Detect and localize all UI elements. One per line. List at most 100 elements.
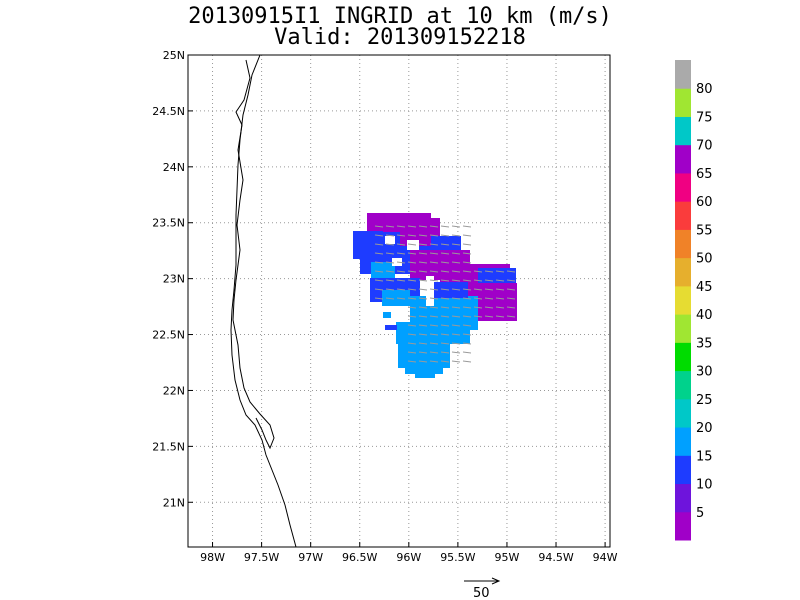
colorbar-label: 70 [696, 139, 713, 154]
y-tick-label: 22.5N [152, 329, 185, 342]
wind-vector-arrow [506, 315, 516, 318]
wind-speed-cell [385, 325, 397, 330]
wind-vector-arrow [407, 252, 417, 255]
wind-vector-arrow [374, 279, 384, 282]
colorbar-swatch [675, 172, 691, 202]
wind-vector-arrow [429, 270, 439, 273]
x-tick-label: 94W [593, 551, 618, 564]
wind-vector-arrow [407, 360, 417, 363]
wind-vector-arrow [440, 315, 450, 318]
wind-vector-arrow [407, 225, 417, 228]
wind-vector-arrow [440, 279, 450, 282]
wind-vector-arrow [407, 351, 417, 354]
wind-vector-arrow [451, 333, 461, 336]
wind-vector-arrow [429, 360, 439, 363]
wind-vector-arrow [462, 306, 472, 309]
wind-vector-arrow [418, 243, 428, 246]
wind-vector-arrow [495, 279, 505, 282]
wind-vector-arrow [462, 225, 472, 228]
wind-vector-arrow [429, 252, 439, 255]
wind-vector-arrow [396, 225, 406, 228]
y-tick-label: 24N [163, 161, 185, 174]
reference-vector-label: 50 [473, 586, 490, 600]
wind-vector-arrow [484, 279, 494, 282]
wind-vector-arrow [451, 252, 461, 255]
wind-vector-arrow [418, 306, 428, 309]
wind-vector-arrow [484, 297, 494, 300]
wind-vector-arrow [440, 360, 450, 363]
colorbar-label: 75 [696, 110, 713, 125]
wind-vector-arrow [429, 333, 439, 336]
wind-vector-arrow [462, 270, 472, 273]
colorbar-label: 30 [696, 365, 713, 380]
wind-vector-arrow [506, 288, 516, 291]
wind-vector-arrow [462, 243, 472, 246]
colorbar-swatch [675, 427, 691, 456]
reference-arrow-head [491, 577, 501, 585]
missing-data-cell [426, 276, 434, 306]
wind-vector-arrow [451, 288, 461, 291]
wind-vector-arrow [451, 351, 461, 354]
wind-vector-arrow [473, 297, 483, 300]
wind-vector-arrow [374, 297, 384, 300]
y-tick-label: 23.5N [152, 217, 185, 230]
wind-speed-cell [383, 312, 391, 318]
wind-vector-arrow [473, 270, 483, 273]
wind-vector-arrow [440, 306, 450, 309]
wind-vector-arrow [418, 288, 428, 291]
wind-vector-arrow [407, 234, 417, 237]
wind-vector-arrow [473, 306, 483, 309]
wind-vector-arrow [385, 279, 395, 282]
wind-vector-arrow [407, 333, 417, 336]
y-tick-label: 24.5N [152, 105, 185, 118]
wind-vector-arrow [462, 351, 472, 354]
wind-vector-arrow [374, 270, 384, 273]
wind-vector-arrow [495, 270, 505, 273]
colorbar-label: 50 [696, 252, 713, 267]
wind-vector-arrow [495, 306, 505, 309]
colorbar-swatch [675, 116, 691, 146]
wind-vector-arrow [385, 261, 395, 264]
wind-vector-arrow [462, 324, 472, 327]
colorbar-swatch [675, 144, 691, 174]
colorbar-label: 20 [696, 421, 713, 436]
wind-speed-cell [398, 342, 450, 368]
y-tick-label: 25N [163, 49, 185, 62]
colorbar: 5 10 15 20 25 30 35 40 45 50 55 60 65 70 75 80 [675, 60, 713, 541]
wind-vector-arrow [451, 225, 461, 228]
wind-vector-arrow [462, 360, 472, 363]
wind-vector-arrow [495, 297, 505, 300]
wind-vector-arrow [407, 261, 417, 264]
wind-vector-arrow [473, 315, 483, 318]
colorbar-label: 5 [696, 506, 704, 521]
colorbar-swatch [675, 455, 691, 485]
colorbar-swatch [675, 201, 691, 230]
colorbar-swatch [675, 229, 691, 259]
wind-vector-arrow [385, 270, 395, 273]
wind-vector-arrow [429, 297, 439, 300]
wind-vector-arrow [440, 288, 450, 291]
chart-title: 20130915I1 INGRID at 10 km (m/s) [188, 4, 612, 29]
colorbar-label: 15 [696, 449, 713, 464]
wind-vector-arrow [429, 279, 439, 282]
wind-vector-arrow [440, 351, 450, 354]
wind-vector-arrow [451, 261, 461, 264]
wind-vector-arrow [462, 252, 472, 255]
wind-vector-arrow [396, 243, 406, 246]
colorbar-label: 60 [696, 195, 713, 210]
wind-speed-cell [396, 322, 470, 344]
wind-vector-arrow [484, 306, 494, 309]
wind-vector-arrow [440, 243, 450, 246]
wind-vector-arrow [451, 315, 461, 318]
wind-vector-arrow [451, 306, 461, 309]
y-axis-ticks: 21N 21.5N 22N 22.5N 23N 23.5N 24N 24.5N 25N [152, 49, 193, 509]
wind-vector-arrow [462, 297, 472, 300]
wind-vector-arrow [429, 243, 439, 246]
wind-speed-cell [415, 372, 435, 378]
wind-vector-arrow [429, 261, 439, 264]
wind-vector-arrow [429, 288, 439, 291]
wind-vector-arrow [429, 351, 439, 354]
colorbar-swatch [675, 285, 691, 315]
wind-vector-arrow [462, 333, 472, 336]
